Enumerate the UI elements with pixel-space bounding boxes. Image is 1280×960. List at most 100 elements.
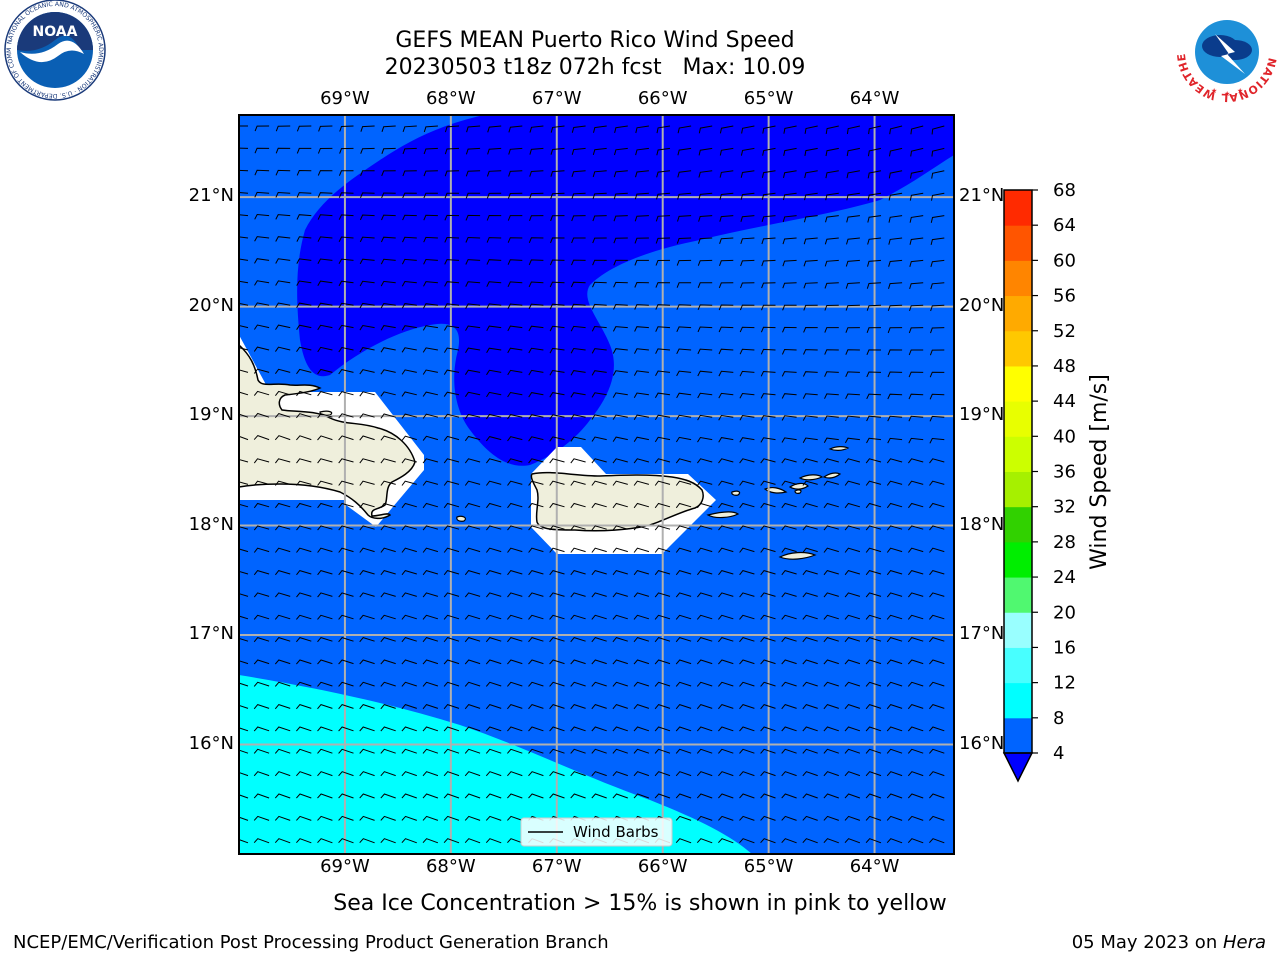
wind-barb [274,480,291,486]
wind-barb [612,614,628,620]
wind-barb [296,726,312,732]
wind-barb [634,259,649,266]
wind-barb [781,704,797,710]
wind-barb [528,547,544,553]
wind-barb [654,659,671,665]
wind-barb [380,815,396,821]
wind-barb [529,215,544,221]
wind-fill-below-4 [297,115,954,466]
wind-barb [422,435,439,441]
lat-tick-label-left: 19°N [188,404,234,426]
lat-tick-label-left: 20°N [188,294,234,316]
wind-barb [612,525,628,531]
wind-barb [783,147,797,156]
wind-barb [338,391,354,397]
wind-barb [634,304,649,310]
wind-barb [782,259,797,267]
wind-barb [486,391,502,398]
wind-barb [696,614,713,620]
wind-barb [825,170,839,179]
wind-barb [239,413,249,418]
wind-barb [697,436,713,443]
wind-barb [275,147,291,154]
wind-barb [696,726,713,732]
wind-barb [359,815,375,821]
wind-barb [443,726,460,732]
wind-barb [697,414,713,421]
wind-barb [887,349,903,356]
wind-barb [381,214,396,221]
wind-barb [528,570,544,576]
wind-barb [592,259,607,266]
wind-barb [296,681,312,687]
wind-barb [253,748,270,754]
wind-barb [656,170,671,178]
wind-barb [550,170,565,177]
wind-barb [675,525,692,531]
wind-barb [698,215,713,222]
wind-barb [781,525,797,531]
wind-barb [866,282,882,289]
wind-barb [886,704,903,710]
wind-barb [845,282,860,289]
wind-barb [380,302,396,309]
wind-barb [465,325,481,331]
wind-barb [443,748,460,754]
wind-barb [296,169,312,176]
wind-barb [612,637,628,643]
wind-barb [444,259,460,265]
wind-barb [635,147,649,156]
wind-barb [781,815,797,821]
colorbar-tick-label: 16 [1053,637,1076,658]
wind-barb [338,280,354,287]
wind-barb [317,547,333,553]
wind-barb [782,215,797,223]
wind-barb [239,302,249,306]
colorbar-segment [1004,225,1032,261]
wind-barb [443,771,460,777]
wind-barb [444,170,460,177]
wind-barb [549,259,565,266]
wind-barb [274,815,291,821]
wind-barb [845,415,860,422]
wind-barb [613,215,628,222]
colorbar-segment [1004,190,1032,226]
wind-barb [867,237,882,245]
wind-barb [317,592,333,598]
wind-barb [402,192,417,199]
lon-tick-label-top: 68°W [425,88,476,109]
wind-barb [528,525,544,531]
wind-barb [485,748,502,754]
wind-barb [824,349,839,355]
wind-barb [654,592,671,598]
wind-barb [654,547,671,553]
wind-barb [380,771,396,777]
wind-barb [359,324,375,331]
wind-barb [528,659,544,665]
wind-barb [783,170,797,179]
wind-barb [380,748,396,754]
wind-barb [380,458,396,464]
wind-barb [464,369,481,375]
wind-barb [887,393,903,400]
wind-barb [464,525,481,531]
wind-barb [549,303,565,310]
wind-barb [696,480,713,486]
wind-barb [739,525,755,531]
wind-barb [929,637,945,643]
wind-barb [486,214,502,221]
wind-barb [464,815,481,821]
wind-barb [719,192,734,200]
wind-barb [401,748,417,754]
wind-barb [865,793,882,799]
wind-barb [781,637,797,643]
wind-barb [359,525,375,531]
wind-barb [845,327,860,333]
wind-barb [676,237,692,244]
colorbar-tick-label: 4 [1053,743,1064,764]
wind-barb [823,748,839,754]
wind-barb [865,570,882,576]
wind-barb [528,436,544,442]
wind-barb [485,838,502,844]
wind-barb [886,570,903,576]
